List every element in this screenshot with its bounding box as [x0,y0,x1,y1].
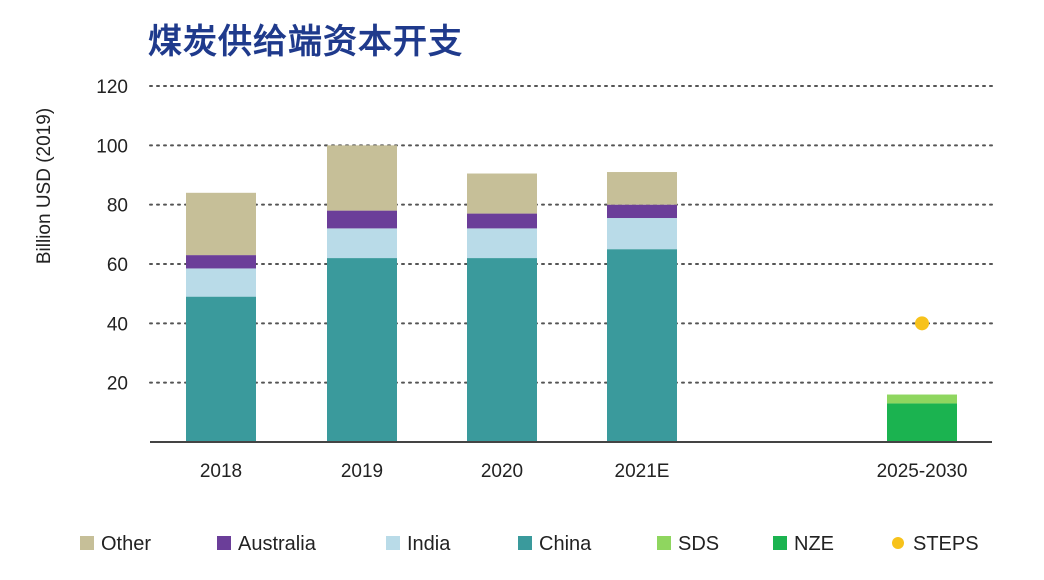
y-tick-label-60: 60 [107,255,128,276]
legend-label-steps: STEPS [913,533,979,555]
bar-other-2018 [186,192,256,256]
legend-swatch-australia [217,536,231,550]
legend-swatch-india [386,536,400,550]
legend-item-steps: STEPS [892,533,979,555]
chart-title: 煤炭供给端资本开支 [148,22,463,62]
bar-china-2019 [327,258,397,442]
bar-china-2020 [467,258,537,442]
x-tick-label-2025-2030: 2025-2030 [877,461,968,482]
legend-item-nze: NZE [773,533,834,555]
y-axis-label: Billion USD (2019) [34,108,55,264]
bar-india-2021e [607,218,677,250]
legend-item-australia: Australia [217,533,317,555]
y-tick-label-120: 120 [96,77,128,98]
legend-swatch-other [80,536,94,550]
legend-label-sds: SDS [678,533,719,555]
x-tick-label-2019: 2019 [341,461,383,482]
legend-swatch-nze [773,536,787,550]
legend-swatch-steps [892,537,904,549]
legend-label-china: China [539,533,592,555]
bar-china-2018 [186,296,256,442]
bar-australia-2019 [327,210,397,229]
bar-nze-2025-2030 [887,403,957,442]
bar-india-2018 [186,268,256,297]
legend-label-australia: Australia [238,533,317,555]
y-tick-label-20: 20 [107,374,128,395]
y-tick-label-80: 80 [107,196,128,217]
y-tick-label-100: 100 [96,136,128,157]
bar-india-2019 [327,228,397,259]
legend-swatch-sds [657,536,671,550]
legend-label-india: India [407,533,451,555]
point-steps [915,316,929,331]
legend-item-other: Other [80,533,151,555]
bar-australia-2021e [607,204,677,219]
bar-china-2021e [607,249,677,442]
x-tick-label-2020: 2020 [481,461,523,482]
x-tick-label-2021e: 2021E [615,461,670,482]
bar-australia-2020 [467,213,537,229]
legend-item-sds: SDS [657,533,719,555]
legend-label-other: Other [101,533,151,555]
legend-item-china: China [518,533,592,555]
bar-other-2020 [467,173,537,214]
x-tick-label-2018: 2018 [200,461,242,482]
bar-other-2021e [607,172,677,205]
legend-label-nze: NZE [794,533,834,555]
bar-other-2019 [327,145,397,211]
bar-sds-2025-2030 [887,394,957,404]
y-tick-label-40: 40 [107,314,128,335]
bar-india-2020 [467,228,537,259]
legend-item-india: India [386,533,451,555]
legend-swatch-china [518,536,532,550]
bar-australia-2018 [186,255,256,269]
